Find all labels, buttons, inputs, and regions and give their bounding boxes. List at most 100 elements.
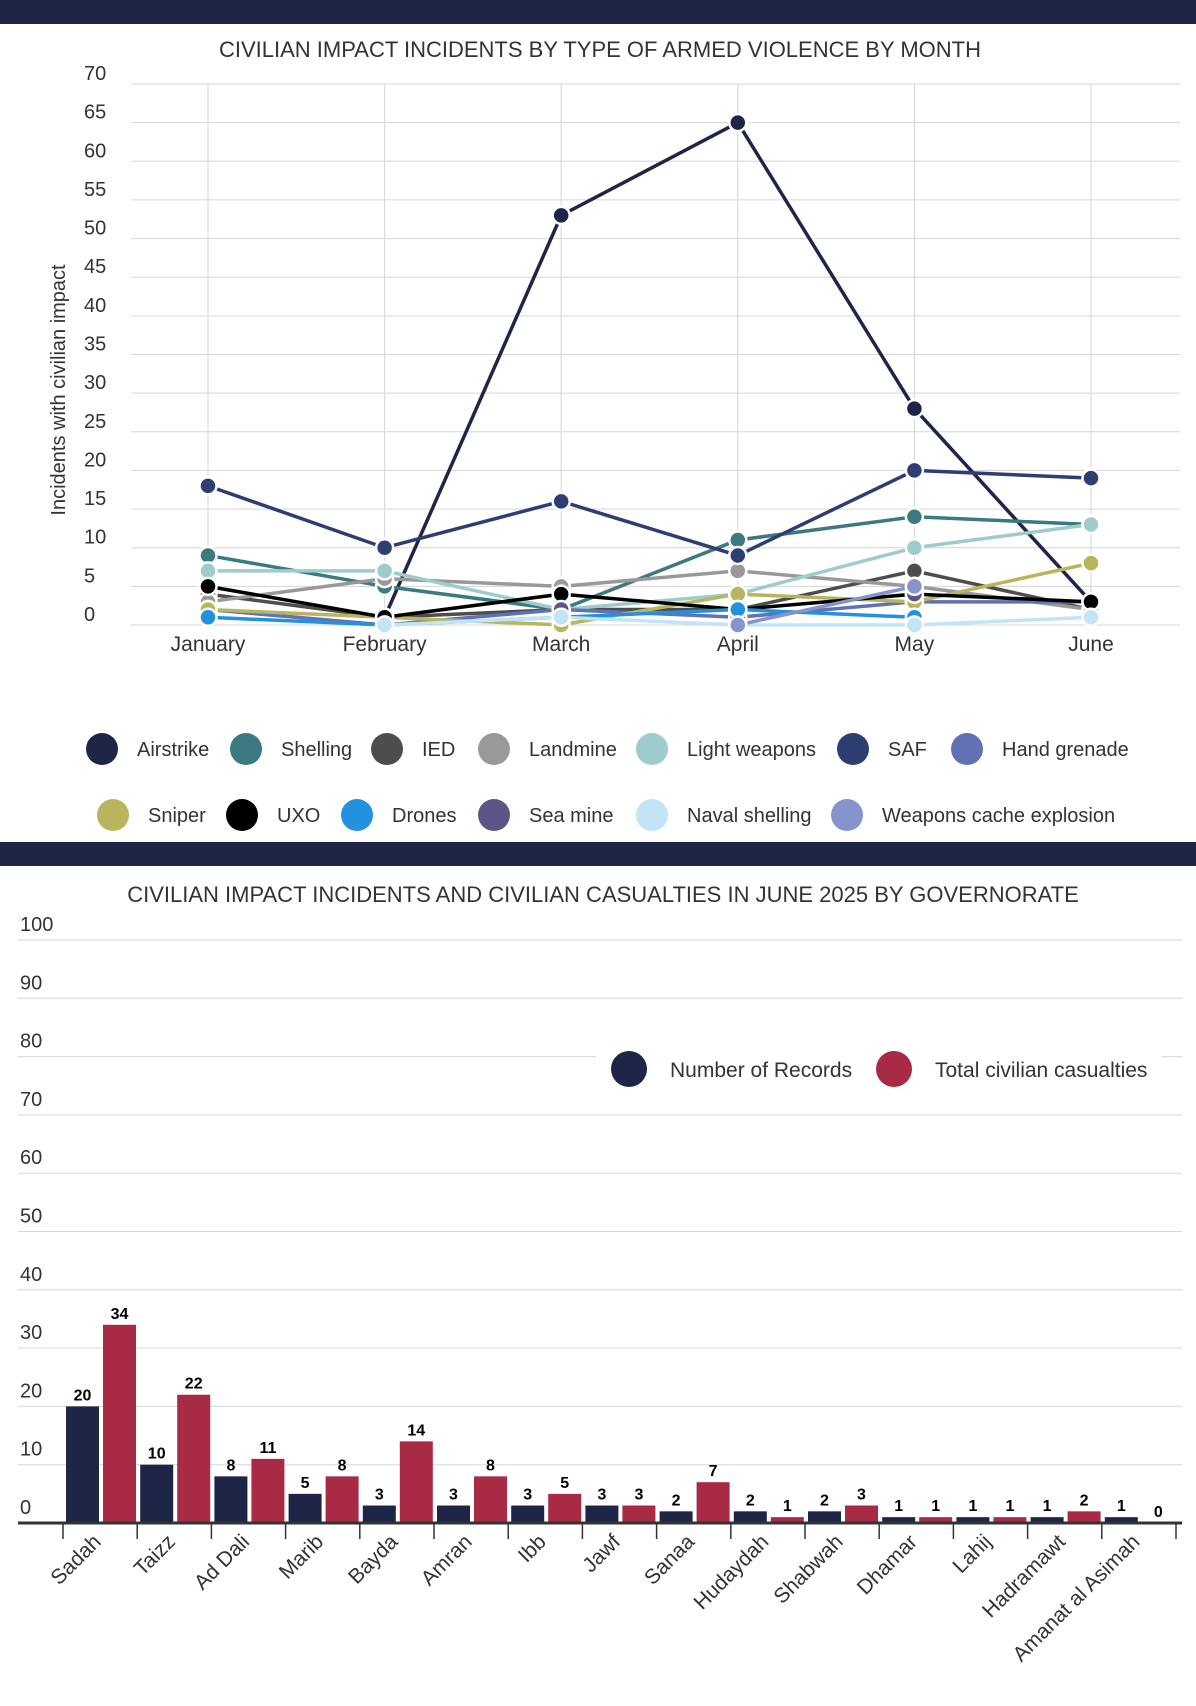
- x-tick-label: Sadah: [46, 1530, 105, 1589]
- legend-marker-drones: [341, 799, 373, 831]
- legend-marker-landmine: [478, 733, 510, 765]
- line-chart: CIVILIAN IMPACT INCIDENTS BY TYPE OF ARM…: [48, 37, 1180, 831]
- bar-chart-title: CIVILIAN IMPACT INCIDENTS AND CIVILIAN C…: [127, 882, 1079, 907]
- data-point-saf: [198, 476, 218, 496]
- data-point-sniper: [1081, 553, 1101, 573]
- data-label-number-of-records: 2: [746, 1492, 755, 1509]
- bar-number-of-records: [733, 1511, 767, 1523]
- x-tick-label: Amran: [417, 1530, 477, 1590]
- legend-label-airstrike: Airstrike: [137, 739, 209, 761]
- legend-label-weapons-cache-explosion: Weapons cache explosion: [882, 805, 1115, 827]
- data-label-number-of-records: 3: [375, 1487, 384, 1504]
- data-label-number-of-records: 20: [74, 1387, 92, 1404]
- x-tick-label: Dhamar: [853, 1530, 922, 1599]
- legend-label-total-civilian-casualties: Total civilian casualties: [935, 1059, 1147, 1082]
- y-tick-label: 100: [20, 914, 53, 936]
- data-point-light-weapons: [1081, 514, 1101, 535]
- data-label-number-of-records: 1: [968, 1498, 977, 1515]
- data-point-naval-shelling: [374, 615, 395, 635]
- bar-number-of-records: [659, 1511, 693, 1523]
- y-tick-label: 0: [20, 1497, 31, 1519]
- data-point-airstrike: [551, 205, 571, 226]
- legend-marker-sea-mine: [478, 799, 510, 831]
- x-tick-label: Marib: [275, 1530, 328, 1583]
- x-tick-label: January: [171, 633, 246, 656]
- x-tick-label: June: [1068, 633, 1114, 656]
- data-label-total-civilian-casualties: 22: [185, 1376, 203, 1393]
- y-tick-label: 10: [20, 1439, 42, 1461]
- top-band: [0, 0, 1196, 24]
- data-point-naval-shelling: [551, 607, 571, 628]
- data-label-total-civilian-casualties: 7: [709, 1463, 718, 1480]
- y-tick-label: 60: [20, 1147, 42, 1169]
- y-tick-label: 20: [84, 449, 106, 471]
- data-point-light-weapons: [374, 561, 395, 581]
- legend-marker-shelling: [230, 733, 262, 765]
- bar-total-civilian-casualties: [251, 1458, 285, 1523]
- bar-total-civilian-casualties: [770, 1517, 804, 1523]
- legend-label-uxo: UXO: [277, 805, 320, 827]
- x-tick-label: Ad Dali: [190, 1530, 254, 1594]
- data-point-saf: [904, 460, 925, 481]
- y-tick-label: 40: [20, 1264, 42, 1286]
- y-tick-label: 60: [84, 140, 106, 162]
- data-label-total-civilian-casualties: 3: [857, 1487, 866, 1504]
- data-point-airstrike: [728, 112, 748, 133]
- data-point-drones: [198, 607, 218, 628]
- x-tick-label: Bayda: [344, 1530, 403, 1589]
- data-point-saf: [374, 537, 395, 558]
- data-point-saf: [728, 545, 748, 566]
- y-tick-label: 10: [84, 527, 106, 549]
- x-tick-label: May: [895, 633, 935, 656]
- data-point-naval-shelling: [904, 615, 925, 635]
- series-line-weapons-cache-explosion: [737, 584, 915, 627]
- bar-total-civilian-casualties: [177, 1394, 211, 1523]
- data-label-total-civilian-casualties: 5: [560, 1475, 569, 1492]
- bar-number-of-records: [288, 1493, 322, 1523]
- data-label-number-of-records: 1: [894, 1498, 903, 1515]
- bar-number-of-records: [1030, 1517, 1064, 1523]
- bar-number-of-records: [362, 1505, 396, 1523]
- legend-label-drones: Drones: [392, 805, 456, 827]
- bar-total-civilian-casualties: [548, 1493, 582, 1523]
- x-tick-label: Sanaa: [640, 1530, 699, 1589]
- bar-total-civilian-casualties: [325, 1476, 359, 1523]
- bar-number-of-records: [1104, 1517, 1138, 1523]
- data-label-total-civilian-casualties: 0: [1154, 1504, 1163, 1521]
- y-tick-label: 25: [84, 411, 106, 433]
- bar-total-civilian-casualties: [474, 1476, 507, 1523]
- data-point-naval-shelling: [1081, 607, 1101, 628]
- y-tick-label: 70: [84, 63, 106, 85]
- line-chart-y-axis-label: Incidents with civilian impact: [48, 264, 70, 516]
- series-line-uxo: [207, 584, 1092, 620]
- legend-label-ied: IED: [422, 739, 455, 761]
- legend-label-hand-grenade: Hand grenade: [1002, 739, 1129, 761]
- y-tick-label: 30: [84, 372, 106, 394]
- bar-number-of-records: [214, 1476, 248, 1523]
- bar-number-of-records: [511, 1505, 545, 1523]
- data-label-number-of-records: 3: [597, 1487, 606, 1504]
- data-point-saf: [1081, 468, 1101, 488]
- data-label-number-of-records: 2: [820, 1492, 829, 1509]
- data-label-total-civilian-casualties: 8: [338, 1457, 347, 1474]
- bar-number-of-records: [437, 1505, 470, 1523]
- x-tick-label: Ibb: [514, 1530, 551, 1567]
- bar-total-civilian-casualties: [622, 1505, 656, 1523]
- data-label-total-civilian-casualties: 1: [1005, 1498, 1014, 1515]
- bar-total-civilian-casualties: [696, 1482, 730, 1523]
- x-tick-label: Hudaydah: [689, 1530, 773, 1614]
- data-label-total-civilian-casualties: 8: [486, 1457, 495, 1474]
- legend-label-saf: SAF: [888, 739, 927, 761]
- series-line-landmine: [207, 569, 1092, 612]
- x-tick-label: Lahij: [948, 1530, 996, 1578]
- bar-total-civilian-casualties: [399, 1441, 433, 1523]
- x-tick-label: April: [717, 633, 759, 656]
- data-point-airstrike: [904, 398, 925, 419]
- divider-band: [0, 842, 1196, 866]
- y-tick-label: 30: [20, 1322, 42, 1344]
- bar-total-civilian-casualties: [103, 1324, 136, 1523]
- data-label-number-of-records: 1: [1043, 1498, 1052, 1515]
- data-label-number-of-records: 3: [523, 1487, 532, 1504]
- data-point-light-weapons: [904, 537, 925, 558]
- y-tick-label: 50: [84, 218, 106, 240]
